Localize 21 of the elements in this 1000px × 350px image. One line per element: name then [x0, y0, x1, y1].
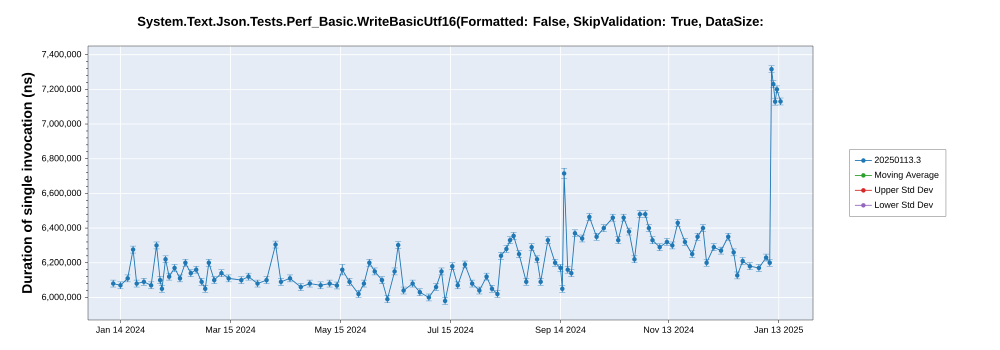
y-tick-label: 7,400,000 [42, 50, 82, 58]
x-tick-label: Jan 13 2025 [754, 326, 804, 333]
legend-label: Upper Std Dev [875, 186, 934, 195]
y-tick-label: 7,000,000 [42, 120, 82, 128]
y-tick-label: 6,200,000 [42, 259, 82, 266]
y-axis-title: Duration of single invocation (ns) [22, 72, 35, 293]
x-tick-label: Sep 14 2024 [535, 326, 586, 335]
y-tick-label: 7,200,000 [42, 86, 82, 94]
x-tick-label: Mar 15 2024 [206, 326, 256, 333]
y-tick-label: 6,000,000 [42, 294, 82, 302]
legend-label: Moving Average [875, 171, 939, 180]
y-tick-label: 6,600,000 [42, 190, 82, 198]
legend-label: Lower Std Dev [875, 201, 934, 208]
y-tick-label: 6,800,000 [42, 155, 82, 162]
x-tick-label: May 15 2024 [315, 326, 366, 335]
chart-title: System.Text.Json.Tests.Perf_Basic.WriteBasicUtf16(Formatted: False, SkipValidation: True, DataSize: [138, 16, 762, 29]
x-tick-label: Jul 15 2024 [427, 326, 474, 334]
y-tick-label: 6,400,000 [42, 224, 82, 232]
x-tick-label: Nov 13 2024 [644, 326, 694, 333]
legend-label: 20250113.3 [874, 156, 921, 164]
x-tick-label: Jan 14 2024 [96, 326, 145, 333]
